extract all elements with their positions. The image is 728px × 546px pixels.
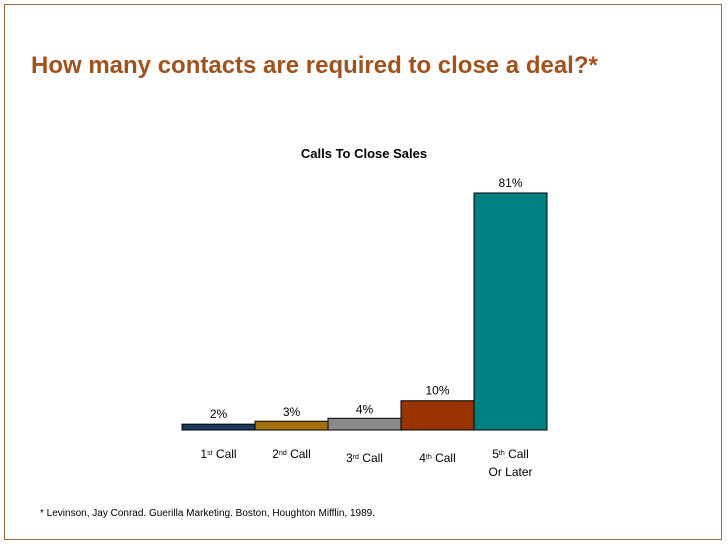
bar-4 — [400, 400, 475, 431]
slide-title: How many contacts are required to close … — [31, 52, 598, 79]
bar-1 — [181, 423, 256, 431]
category-label-4: 4th Call — [419, 451, 456, 465]
data-label-5: 81% — [498, 176, 522, 190]
bar-3 — [327, 417, 402, 431]
footnote: * Levinson, Jay Conrad. Guerilla Marketi… — [40, 508, 375, 519]
bar-5 — [473, 192, 548, 431]
category-label-5: 5th Call — [492, 447, 529, 461]
category-label-5-line2: Or Later — [488, 465, 532, 479]
data-label-2: 3% — [283, 405, 301, 419]
data-label-3: 4% — [356, 402, 374, 416]
category-label-1: 1st Call — [200, 447, 236, 461]
bar-2 — [254, 420, 329, 431]
category-label-3: 3rd Call — [346, 451, 383, 465]
category-label-2: 2nd Call — [272, 447, 311, 461]
data-label-1: 2% — [210, 407, 228, 421]
chart-title: Calls To Close Sales — [300, 146, 428, 161]
slide-frame — [4, 4, 722, 540]
data-label-4: 10% — [425, 384, 449, 398]
